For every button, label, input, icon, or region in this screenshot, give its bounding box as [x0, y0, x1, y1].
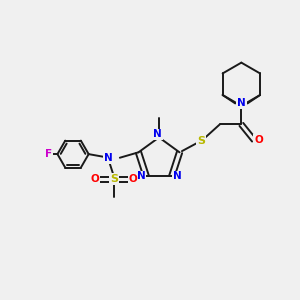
Text: N: N	[237, 98, 246, 108]
Text: N: N	[173, 172, 182, 182]
Text: N: N	[153, 129, 162, 140]
Text: N: N	[104, 153, 113, 163]
Text: F: F	[45, 149, 52, 159]
Text: S: S	[197, 136, 205, 146]
Text: O: O	[254, 135, 263, 145]
Text: S: S	[110, 174, 118, 184]
Text: O: O	[129, 174, 137, 184]
Text: O: O	[90, 174, 99, 184]
Text: N: N	[136, 172, 145, 182]
